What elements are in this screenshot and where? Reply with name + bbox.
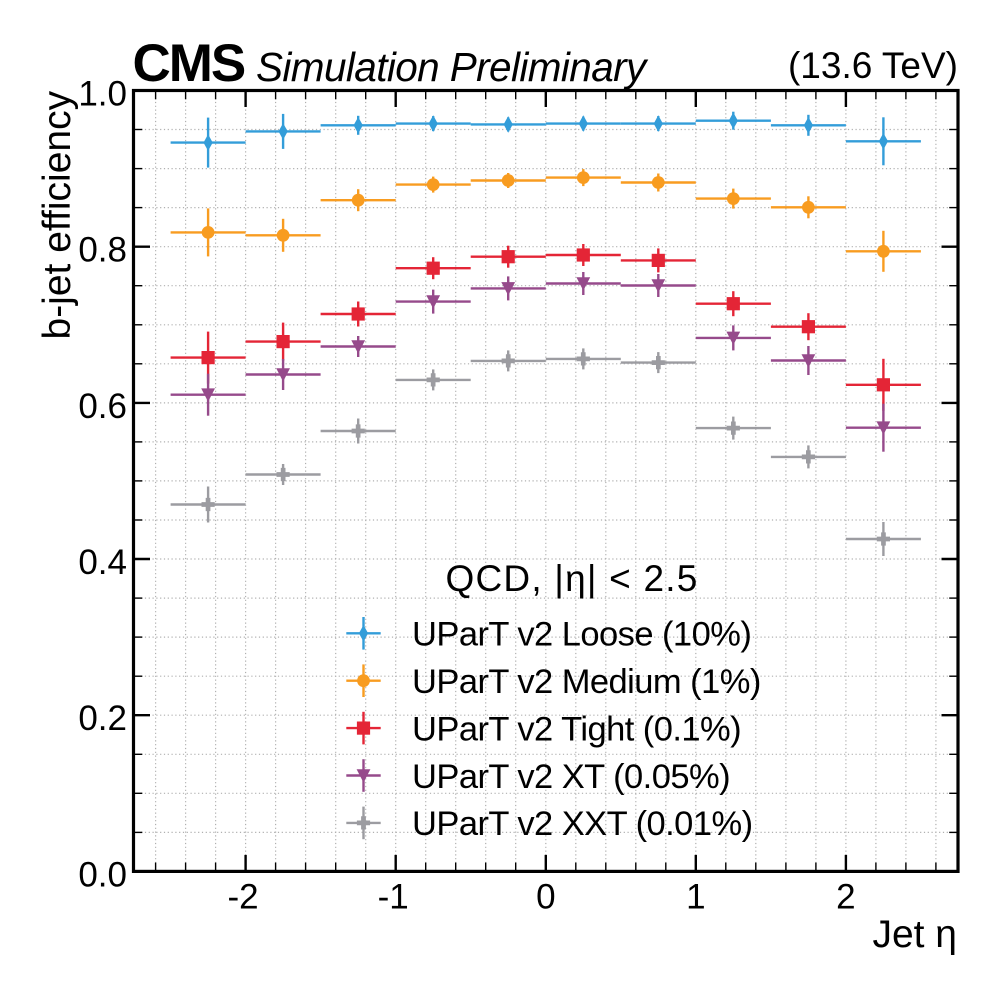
svg-text:0.2: 0.2 — [78, 699, 127, 738]
svg-text:0: 0 — [536, 878, 555, 917]
svg-text:(13.6 TeV): (13.6 TeV) — [788, 45, 958, 86]
svg-text:2: 2 — [836, 878, 855, 917]
svg-text:CMS: CMS — [133, 34, 245, 93]
svg-text:0.8: 0.8 — [78, 231, 127, 270]
svg-text:UParT v2 Loose (10%): UParT v2 Loose (10%) — [412, 616, 751, 654]
svg-text:Jet η: Jet η — [872, 913, 957, 956]
svg-text:1.0: 1.0 — [78, 75, 127, 114]
svg-text:UParT v2 Tight (0.1%): UParT v2 Tight (0.1%) — [412, 710, 741, 748]
svg-text:1: 1 — [686, 878, 705, 917]
svg-text:0.0: 0.0 — [78, 855, 127, 894]
svg-text:0.6: 0.6 — [78, 387, 127, 426]
svg-text:-2: -2 — [228, 878, 259, 917]
svg-text:UParT v2 XXT (0.01%): UParT v2 XXT (0.01%) — [412, 805, 753, 843]
svg-text:-1: -1 — [378, 878, 409, 917]
svg-text:UParT v2 XT (0.05%): UParT v2 XT (0.05%) — [412, 758, 730, 796]
svg-text:Simulation Preliminary: Simulation Preliminary — [256, 44, 649, 90]
svg-text:0.4: 0.4 — [78, 543, 127, 582]
svg-text:b-jet efficiency: b-jet efficiency — [36, 90, 79, 339]
svg-text:QCD, |η| < 2.5: QCD, |η| < 2.5 — [446, 558, 699, 599]
svg-text:UParT v2 Medium (1%): UParT v2 Medium (1%) — [412, 663, 761, 701]
